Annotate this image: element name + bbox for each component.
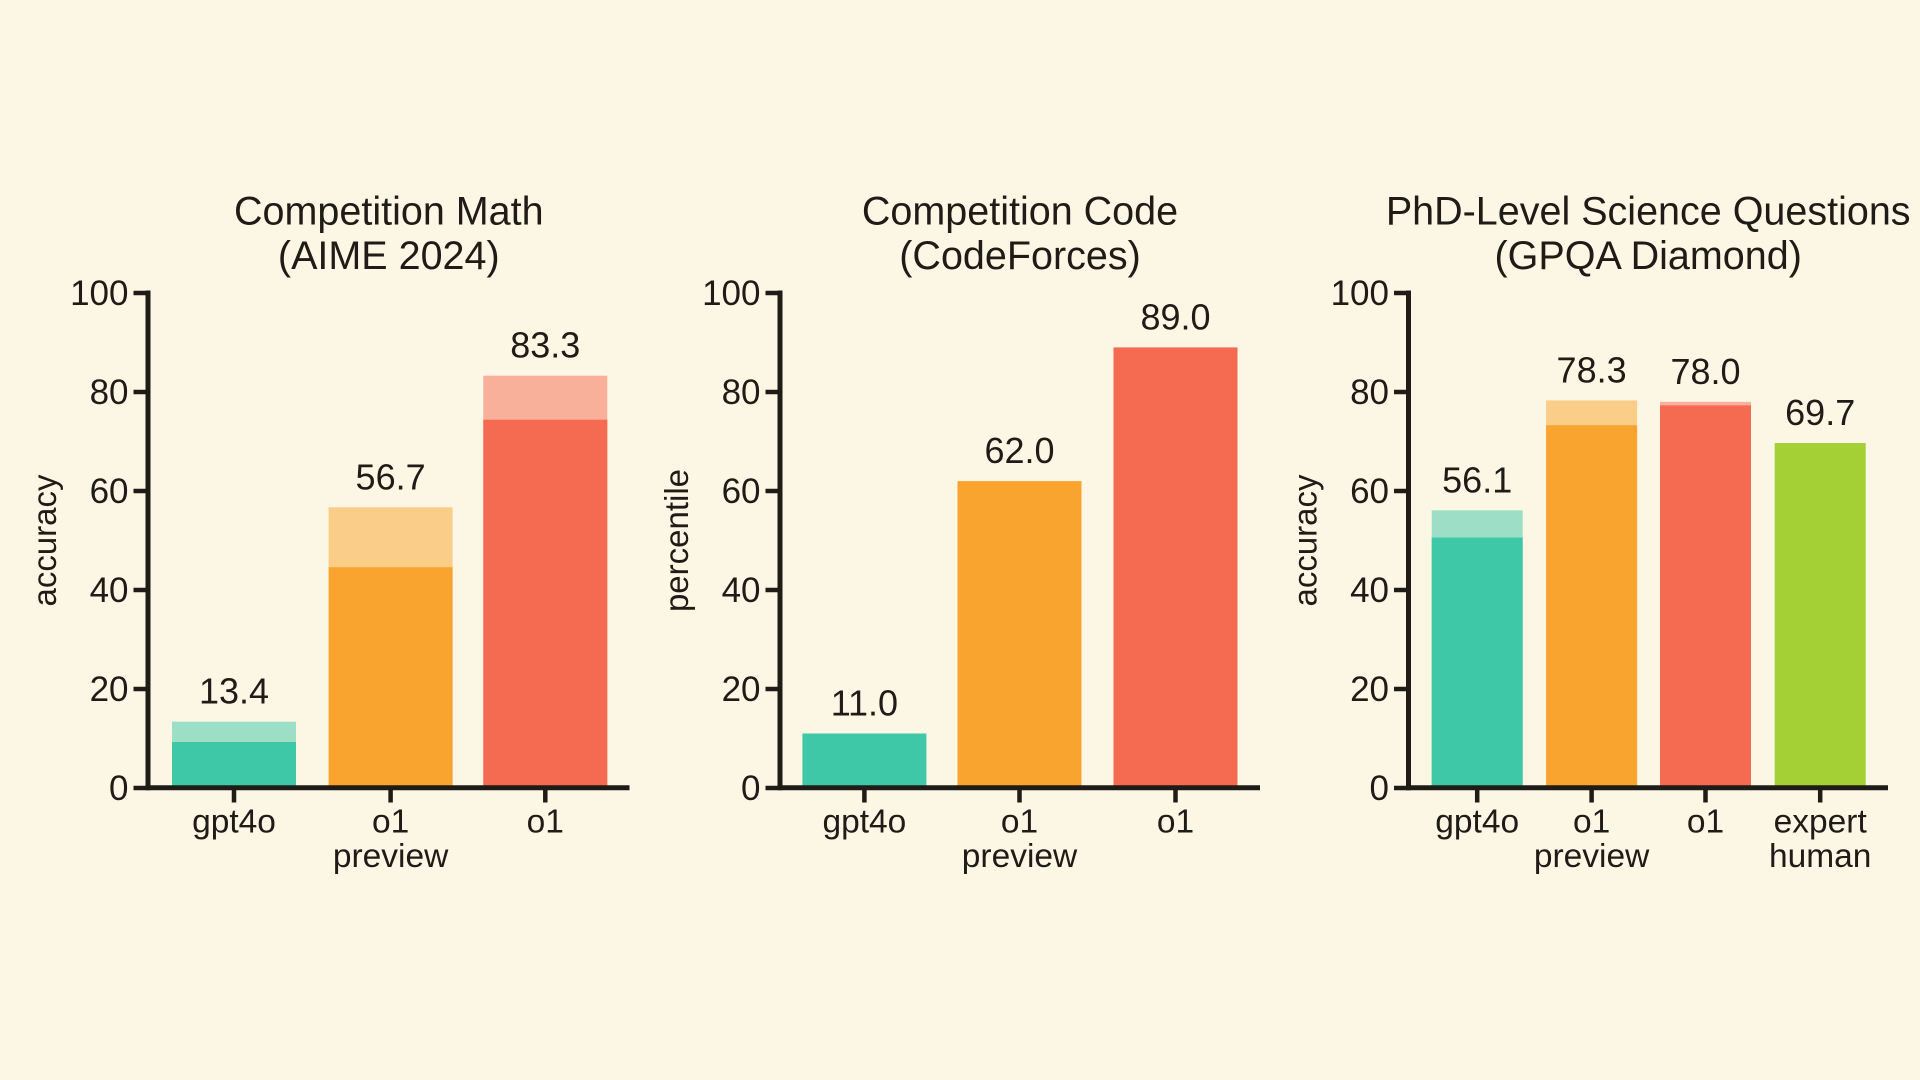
- svg-text:20: 20: [722, 670, 761, 709]
- svg-text:expert: expert: [1774, 803, 1868, 840]
- svg-text:69.7: 69.7: [1785, 392, 1855, 433]
- svg-text:60: 60: [1350, 472, 1389, 511]
- svg-text:100: 100: [702, 274, 760, 313]
- svg-text:13.4: 13.4: [199, 671, 269, 712]
- svg-text:preview: preview: [962, 838, 1078, 875]
- svg-text:(AIME 2024): (AIME 2024): [278, 234, 500, 278]
- svg-text:20: 20: [90, 670, 129, 709]
- svg-text:PhD-Level Science Questions: PhD-Level Science Questions: [1386, 190, 1911, 234]
- svg-text:gpt4o: gpt4o: [822, 803, 906, 840]
- svg-text:Competition Code: Competition Code: [862, 190, 1178, 234]
- svg-text:o1: o1: [1001, 803, 1038, 840]
- svg-text:o1: o1: [1157, 803, 1194, 840]
- svg-text:40: 40: [722, 571, 761, 610]
- svg-text:89.0: 89.0: [1140, 296, 1210, 337]
- svg-text:60: 60: [722, 472, 761, 511]
- svg-text:83.3: 83.3: [510, 325, 580, 366]
- svg-text:20: 20: [1350, 670, 1389, 709]
- svg-text:o1: o1: [1687, 803, 1724, 840]
- svg-text:60: 60: [90, 472, 129, 511]
- svg-text:accuracy: accuracy: [26, 474, 63, 607]
- svg-text:preview: preview: [333, 838, 449, 875]
- svg-text:o1: o1: [1573, 803, 1610, 840]
- svg-text:(GPQA Diamond): (GPQA Diamond): [1495, 234, 1802, 278]
- svg-text:11.0: 11.0: [831, 683, 898, 724]
- svg-text:80: 80: [722, 373, 761, 412]
- svg-text:100: 100: [1331, 274, 1389, 313]
- svg-text:0: 0: [1370, 769, 1389, 808]
- svg-text:0: 0: [741, 769, 760, 808]
- svg-text:Competition Math: Competition Math: [234, 190, 544, 234]
- svg-text:o1: o1: [527, 803, 564, 840]
- svg-text:80: 80: [1350, 373, 1389, 412]
- svg-text:40: 40: [1350, 571, 1389, 610]
- svg-text:80: 80: [90, 373, 129, 412]
- svg-text:78.3: 78.3: [1557, 349, 1627, 390]
- svg-text:40: 40: [90, 571, 129, 610]
- svg-text:0: 0: [109, 769, 128, 808]
- svg-text:56.1: 56.1: [1442, 459, 1512, 500]
- svg-text:gpt4o: gpt4o: [1435, 803, 1519, 840]
- svg-text:56.7: 56.7: [356, 456, 426, 497]
- svg-text:human: human: [1769, 838, 1871, 875]
- svg-text:78.0: 78.0: [1670, 351, 1740, 392]
- svg-text:preview: preview: [1534, 838, 1650, 875]
- svg-text:(CodeForces): (CodeForces): [899, 234, 1140, 278]
- svg-text:gpt4o: gpt4o: [192, 803, 276, 840]
- svg-text:62.0: 62.0: [984, 430, 1054, 471]
- svg-text:percentile: percentile: [658, 469, 695, 612]
- svg-text:100: 100: [70, 274, 128, 313]
- svg-text:o1: o1: [372, 803, 409, 840]
- svg-text:accuracy: accuracy: [1287, 474, 1324, 607]
